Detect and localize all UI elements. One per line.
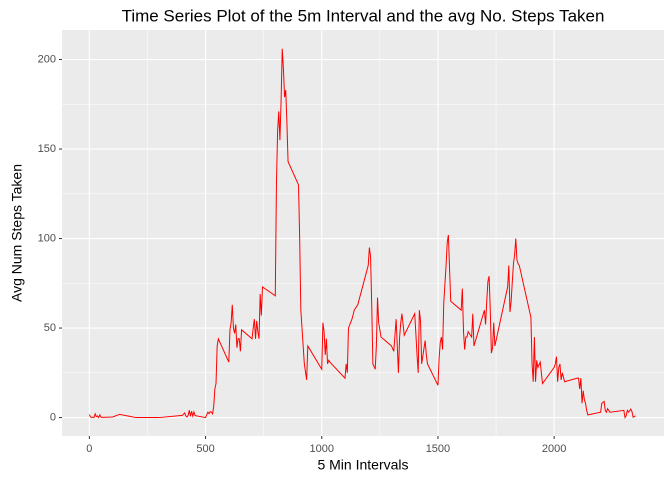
y-tick-label: 100: [38, 232, 56, 244]
y-tick-label: 150: [38, 143, 56, 155]
line: [88, 48, 636, 419]
x-tick-label: 0: [86, 443, 92, 455]
panel: [62, 30, 664, 436]
y-tick-label: 50: [44, 322, 56, 334]
x-tick-label: 2000: [542, 443, 566, 455]
chart-title: Time Series Plot of the 5m Interval and …: [122, 6, 605, 25]
x-tick-label: 1000: [310, 443, 334, 455]
y-tick-label: 200: [38, 53, 56, 65]
x-tick-label: 1500: [426, 443, 450, 455]
x-tick-label: 500: [196, 443, 214, 455]
x-axis-title: 5 Min Intervals: [317, 457, 408, 473]
y-axis-title: Avg Num Steps Taken: [9, 164, 25, 302]
y-tick-label: 0: [50, 411, 56, 423]
